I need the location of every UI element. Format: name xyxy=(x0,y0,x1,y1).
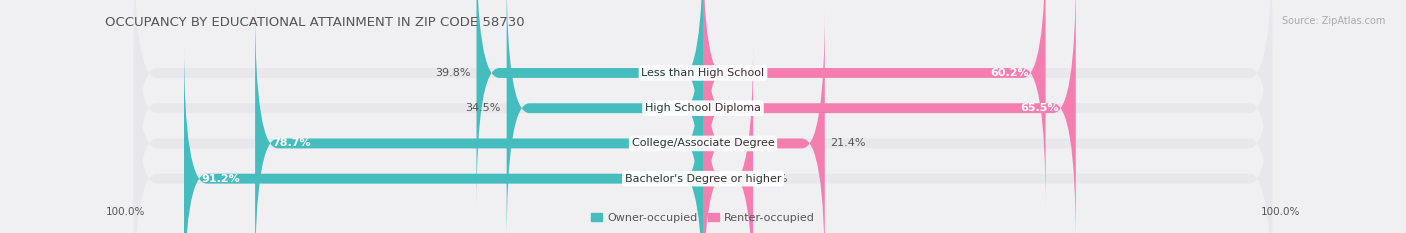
FancyBboxPatch shape xyxy=(134,0,1272,233)
Text: 34.5%: 34.5% xyxy=(465,103,501,113)
Text: College/Associate Degree: College/Associate Degree xyxy=(631,138,775,148)
Text: Bachelor's Degree or higher: Bachelor's Degree or higher xyxy=(624,174,782,184)
Text: OCCUPANCY BY EDUCATIONAL ATTAINMENT IN ZIP CODE 58730: OCCUPANCY BY EDUCATIONAL ATTAINMENT IN Z… xyxy=(105,16,524,29)
Text: 78.7%: 78.7% xyxy=(273,138,311,148)
Text: High School Diploma: High School Diploma xyxy=(645,103,761,113)
FancyBboxPatch shape xyxy=(134,7,1272,233)
FancyBboxPatch shape xyxy=(703,0,1046,209)
FancyBboxPatch shape xyxy=(184,43,703,233)
FancyBboxPatch shape xyxy=(134,0,1272,209)
FancyBboxPatch shape xyxy=(703,43,754,233)
Text: Less than High School: Less than High School xyxy=(641,68,765,78)
FancyBboxPatch shape xyxy=(703,7,825,233)
Text: 91.2%: 91.2% xyxy=(201,174,240,184)
FancyBboxPatch shape xyxy=(134,43,1272,233)
FancyBboxPatch shape xyxy=(703,0,1076,233)
Legend: Owner-occupied, Renter-occupied: Owner-occupied, Renter-occupied xyxy=(586,209,820,227)
Text: 60.2%: 60.2% xyxy=(990,68,1029,78)
Text: 21.4%: 21.4% xyxy=(831,138,866,148)
FancyBboxPatch shape xyxy=(254,7,703,233)
Text: 100.0%: 100.0% xyxy=(1261,207,1301,217)
Text: 8.8%: 8.8% xyxy=(759,174,787,184)
Text: 39.8%: 39.8% xyxy=(436,68,471,78)
Text: 100.0%: 100.0% xyxy=(105,207,145,217)
Text: 65.5%: 65.5% xyxy=(1021,103,1059,113)
Text: Source: ZipAtlas.com: Source: ZipAtlas.com xyxy=(1281,16,1385,26)
FancyBboxPatch shape xyxy=(477,0,703,209)
FancyBboxPatch shape xyxy=(506,0,703,233)
